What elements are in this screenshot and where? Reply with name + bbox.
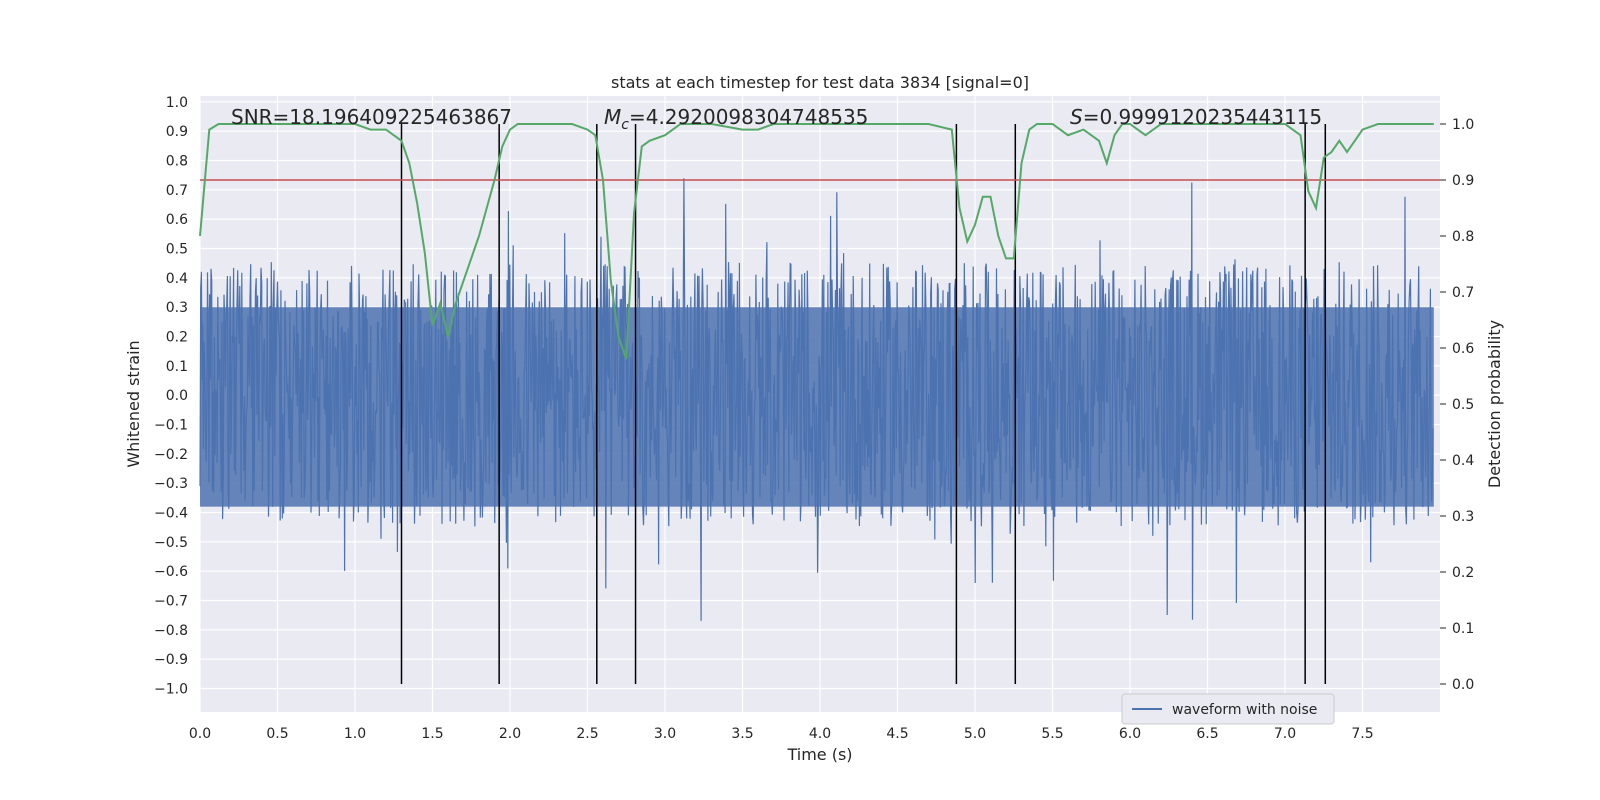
mc-symbol: M: [604, 105, 621, 129]
y-left-tick-label: −0.9: [154, 652, 188, 668]
y-right-tick-label: 0.6: [1452, 341, 1474, 357]
x-tick-label: 0.5: [266, 726, 288, 742]
x-tick-label: 6.5: [1196, 726, 1218, 742]
y-left-tick-label: −0.6: [154, 564, 188, 580]
y-left-tick-label: 0.2: [166, 330, 188, 346]
x-tick-label: 5.0: [964, 726, 986, 742]
x-tick-label: 1.0: [344, 726, 366, 742]
x-tick-label: 4.0: [809, 726, 831, 742]
y-left-tick-label: 0.4: [166, 271, 188, 287]
x-tick-label: 1.5: [421, 726, 443, 742]
y-left-tick-label: 0.0: [166, 388, 188, 404]
y-left-tick-label: −0.1: [154, 418, 188, 434]
waveform-series: [199, 178, 1434, 621]
x-tick-label: 7.0: [1274, 726, 1296, 742]
y-left-tick-label: 0.1: [166, 359, 188, 375]
y-axis-left-label: Whitened strain: [124, 340, 143, 467]
y-right-tick-label: 0.1: [1452, 621, 1474, 637]
y-left-tick-label: −0.5: [154, 535, 188, 551]
y-left-tick-label: −0.7: [154, 594, 188, 610]
y-left-tick-label: −0.3: [154, 476, 188, 492]
y-right-tick-label: 1.0: [1452, 117, 1474, 133]
y-right-tick-label: 0.2: [1452, 565, 1474, 581]
y-left-tick-label: 0.8: [166, 154, 188, 170]
mc-annotation: Mc=4.2920098304748535: [604, 105, 868, 133]
y-right-tick-label: 0.0: [1452, 677, 1474, 693]
chart-title: stats at each timestep for test data 383…: [611, 73, 1029, 92]
y-axis-right-label: Detection probability: [1485, 320, 1504, 488]
mc-subscript: c: [621, 117, 629, 133]
vertical-markers: [400, 124, 1327, 684]
x-tick-label: 3.5: [731, 726, 753, 742]
y-left-tick-label: −0.2: [154, 447, 188, 463]
y-left-tick-label: −0.8: [154, 623, 188, 639]
y-right-tick-label: 0.5: [1452, 397, 1474, 413]
legend: waveform with noise: [1121, 693, 1335, 725]
legend-label: waveform with noise: [1172, 702, 1317, 718]
y-right-tick-label: 0.3: [1452, 509, 1474, 525]
x-axis-label: Time (s): [786, 745, 852, 764]
s-annotation: S=0.9999120235443115: [1070, 105, 1322, 129]
snr-annotation: SNR=18.196409225463867: [231, 105, 512, 129]
y-left-tick-label: 0.9: [166, 124, 188, 140]
y-right-tick-label: 0.4: [1452, 453, 1474, 469]
waveform-core: [200, 307, 1434, 507]
x-tick-label: 0.0: [189, 726, 211, 742]
x-tick-label: 2.5: [576, 726, 598, 742]
mc-value: =4.2920098304748535: [629, 105, 868, 129]
y-left-tick-label: 1.0: [166, 95, 188, 111]
y-right-tick-label: 0.7: [1452, 285, 1474, 301]
legend-box: [1121, 693, 1335, 725]
y-left-tick-label: 0.7: [166, 183, 188, 199]
x-tick-label: 5.5: [1041, 726, 1063, 742]
y-axis-left-ticks: 1.0 0.9 0.8 0.7 0.6 0.5 0.4 0.3 0.2 0.1 0.0 −0.1 −0.…: [154, 95, 188, 698]
y-left-tick-label: 0.5: [166, 242, 188, 258]
s-value: =0.9999120235443115: [1083, 105, 1322, 129]
x-tick-label: 6.0: [1119, 726, 1141, 742]
s-symbol: S: [1070, 105, 1083, 129]
x-tick-label: 4.5: [886, 726, 908, 742]
y-left-tick-label: −1.0: [154, 682, 188, 698]
probability-series: [199, 123, 1434, 360]
probability-line: [199, 123, 1434, 360]
y-right-tick-label: 0.8: [1452, 229, 1474, 245]
y-left-tick-label: 0.3: [166, 300, 188, 316]
x-axis-ticks: 0.0 0.5 1.0 1.5 2.0 2.5 3.0 3.5 4.0 4.5 5.0 5.5 6.0 6…: [189, 726, 1374, 742]
x-tick-label: 2.0: [499, 726, 521, 742]
y-right-tick-label: 0.9: [1452, 173, 1474, 189]
y-left-tick-label: 0.6: [166, 212, 188, 228]
y-left-tick-label: −0.4: [154, 506, 188, 522]
x-tick-label: 7.5: [1351, 726, 1373, 742]
y-axis-right-ticks: 1.0 0.9 0.8 0.7 0.6 0.5 0.4 0.3 0.2 0.1 0.0: [1440, 117, 1474, 693]
x-tick-label: 3.0: [654, 726, 676, 742]
